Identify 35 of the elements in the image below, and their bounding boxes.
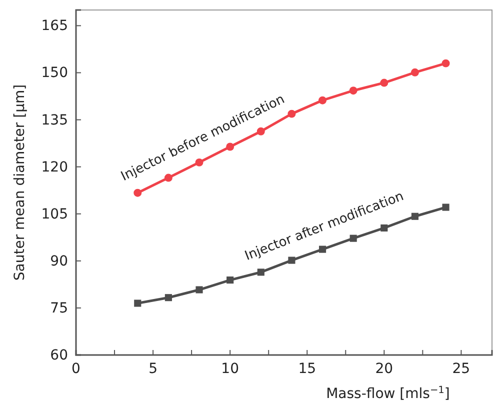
x-tick-label: 15 <box>298 360 316 377</box>
y-tick-label: 120 <box>41 159 68 176</box>
point <box>318 96 327 104</box>
point <box>196 286 203 294</box>
point <box>380 78 388 87</box>
x-axis-title: Mass-flow [mls$^{−1}$] <box>326 384 450 402</box>
point <box>134 188 142 197</box>
point <box>442 204 450 211</box>
y-tick-label: 60 <box>50 347 68 364</box>
point <box>318 246 326 253</box>
y-tick-label: 90 <box>50 253 68 270</box>
y-axis-title: Sauter mean diameter [µm] <box>12 84 28 281</box>
x-tick-label: 20 <box>375 360 394 377</box>
point <box>442 59 450 68</box>
point <box>226 142 234 151</box>
point <box>410 68 419 76</box>
y-tick-label: 165 <box>41 18 68 34</box>
y-tick-label: 135 <box>41 112 68 128</box>
point <box>350 234 357 242</box>
point <box>134 300 142 307</box>
y-tick-label: 75 <box>50 300 68 316</box>
x-tick-label: 5 <box>148 360 158 377</box>
y-tick-label: 150 <box>41 65 68 82</box>
y-tick-label: 105 <box>41 206 68 222</box>
point <box>164 294 172 302</box>
point <box>411 212 418 220</box>
x-tick-label: 25 <box>452 360 470 377</box>
point <box>164 174 172 182</box>
point <box>226 276 234 284</box>
point <box>349 86 358 95</box>
point <box>195 158 204 166</box>
point <box>257 268 264 276</box>
point <box>288 110 296 118</box>
x-tick-label: 10 <box>221 360 239 377</box>
x-tick-label: 0 <box>72 360 80 377</box>
